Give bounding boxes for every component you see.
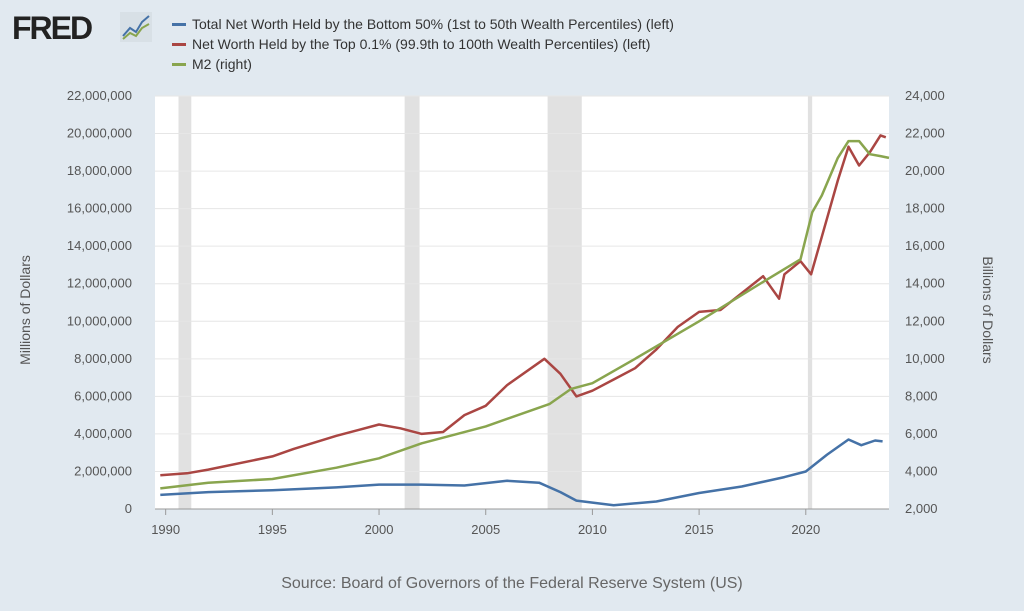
fred-chart-icon xyxy=(120,12,152,42)
y-tick-label-left: 8,000,000 xyxy=(74,351,132,366)
recession-band xyxy=(404,96,420,509)
y-tick-label-right: 10,000 xyxy=(905,351,945,366)
y-tick-label-right: 18,000 xyxy=(905,201,945,216)
y-tick-label-right: 16,000 xyxy=(905,238,945,253)
fred-logo[interactable]: FRED xyxy=(12,10,93,46)
y-tick-label-right: 8,000 xyxy=(905,388,938,403)
x-tick-label: 2000 xyxy=(365,522,394,537)
plot-area xyxy=(155,96,889,509)
y-axis-label-right: Billions of Dollars xyxy=(980,256,996,363)
y-tick-label-left: 12,000,000 xyxy=(67,276,132,291)
legend-item-top01[interactable]: Net Worth Held by the Top 0.1% (99.9th t… xyxy=(172,34,674,54)
y-tick-label-right: 20,000 xyxy=(905,163,945,178)
legend-swatch xyxy=(172,22,186,26)
y-tick-label-right: 12,000 xyxy=(905,313,945,328)
y-tick-label-right: 4,000 xyxy=(905,463,938,478)
recession-band xyxy=(547,96,582,509)
y-tick-label-left: 2,000,000 xyxy=(74,463,132,478)
y-tick-label-right: 2,000 xyxy=(905,501,938,516)
y-tick-label-left: 22,000,000 xyxy=(67,88,132,103)
legend-swatch xyxy=(172,42,186,46)
y-tick-label-right: 6,000 xyxy=(905,426,938,441)
x-tick-label: 2005 xyxy=(471,522,500,537)
legend-label: Net Worth Held by the Top 0.1% (99.9th t… xyxy=(192,36,651,52)
y-tick-label-right: 14,000 xyxy=(905,276,945,291)
series-line-2 xyxy=(160,139,890,490)
y-tick-label-left: 16,000,000 xyxy=(67,201,132,216)
y-tick-label-left: 6,000,000 xyxy=(74,388,132,403)
x-tick-label: 1995 xyxy=(258,522,287,537)
legend-item-m2[interactable]: M2 (right) xyxy=(172,54,674,74)
x-tick-label: 2015 xyxy=(685,522,714,537)
legend-item-bottom50[interactable]: Total Net Worth Held by the Bottom 50% (… xyxy=(172,14,674,34)
y-tick-label-left: 18,000,000 xyxy=(67,163,132,178)
x-tick-label: 1990 xyxy=(151,522,180,537)
series-line-0 xyxy=(160,438,883,507)
y-tick-label-left: 4,000,000 xyxy=(74,426,132,441)
recession-band xyxy=(178,96,192,509)
y-tick-label-right: 24,000 xyxy=(905,88,945,103)
x-tick-label: 2010 xyxy=(578,522,607,537)
legend-label: M2 (right) xyxy=(192,56,252,72)
y-tick-label-left: 14,000,000 xyxy=(67,238,132,253)
source-note: Source: Board of Governors of the Federa… xyxy=(281,575,743,592)
series-line-1 xyxy=(160,134,887,477)
legend: Total Net Worth Held by the Bottom 50% (… xyxy=(172,14,674,74)
y-tick-label-left: 20,000,000 xyxy=(67,126,132,141)
y-tick-label-right: 22,000 xyxy=(905,126,945,141)
y-tick-label-left: 10,000,000 xyxy=(67,313,132,328)
legend-swatch xyxy=(172,62,186,66)
legend-label: Total Net Worth Held by the Bottom 50% (… xyxy=(192,16,674,32)
recession-band xyxy=(807,96,813,509)
x-tick-label: 2020 xyxy=(791,522,820,537)
y-axis-label-left: Millions of Dollars xyxy=(17,255,33,365)
y-tick-label-left: 0 xyxy=(125,501,132,516)
